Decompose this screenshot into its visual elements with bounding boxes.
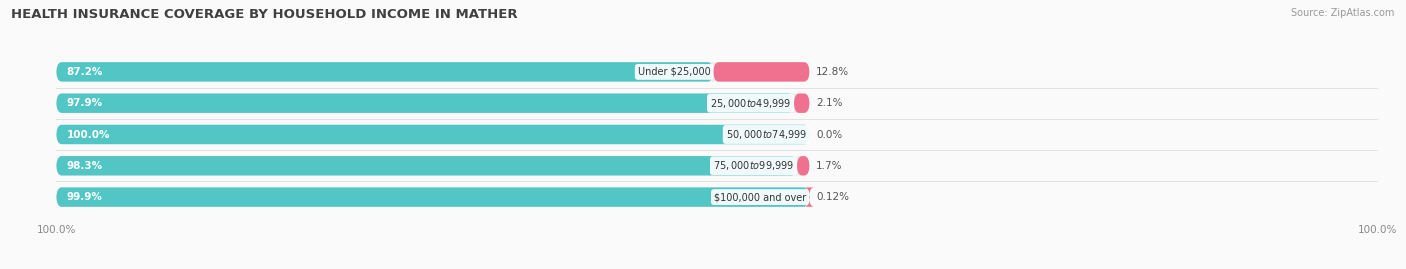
FancyBboxPatch shape [713,62,810,82]
Text: HEALTH INSURANCE COVERAGE BY HOUSEHOLD INCOME IN MATHER: HEALTH INSURANCE COVERAGE BY HOUSEHOLD I… [11,8,517,21]
FancyBboxPatch shape [56,187,808,207]
FancyBboxPatch shape [56,125,810,144]
FancyBboxPatch shape [794,94,810,113]
FancyBboxPatch shape [56,187,810,207]
FancyBboxPatch shape [56,62,713,82]
Text: 98.3%: 98.3% [67,161,103,171]
Text: Under $25,000: Under $25,000 [638,67,710,77]
Text: $75,000 to $99,999: $75,000 to $99,999 [713,159,794,172]
Text: Source: ZipAtlas.com: Source: ZipAtlas.com [1291,8,1395,18]
FancyBboxPatch shape [56,62,810,82]
Text: 100.0%: 100.0% [67,129,110,140]
FancyBboxPatch shape [56,125,810,144]
Text: 0.12%: 0.12% [817,192,849,202]
Text: 97.9%: 97.9% [67,98,103,108]
Text: $50,000 to $74,999: $50,000 to $74,999 [725,128,807,141]
FancyBboxPatch shape [56,156,797,175]
FancyBboxPatch shape [56,94,810,113]
FancyBboxPatch shape [797,156,810,175]
Text: 0.0%: 0.0% [815,129,842,140]
Text: $25,000 to $49,999: $25,000 to $49,999 [710,97,792,110]
FancyBboxPatch shape [56,94,794,113]
Text: $100,000 and over: $100,000 and over [714,192,806,202]
Text: 12.8%: 12.8% [815,67,849,77]
Text: 1.7%: 1.7% [815,161,842,171]
Text: 87.2%: 87.2% [67,67,103,77]
Text: 99.9%: 99.9% [67,192,103,202]
Text: 2.1%: 2.1% [815,98,842,108]
FancyBboxPatch shape [56,156,810,175]
FancyBboxPatch shape [804,187,814,207]
